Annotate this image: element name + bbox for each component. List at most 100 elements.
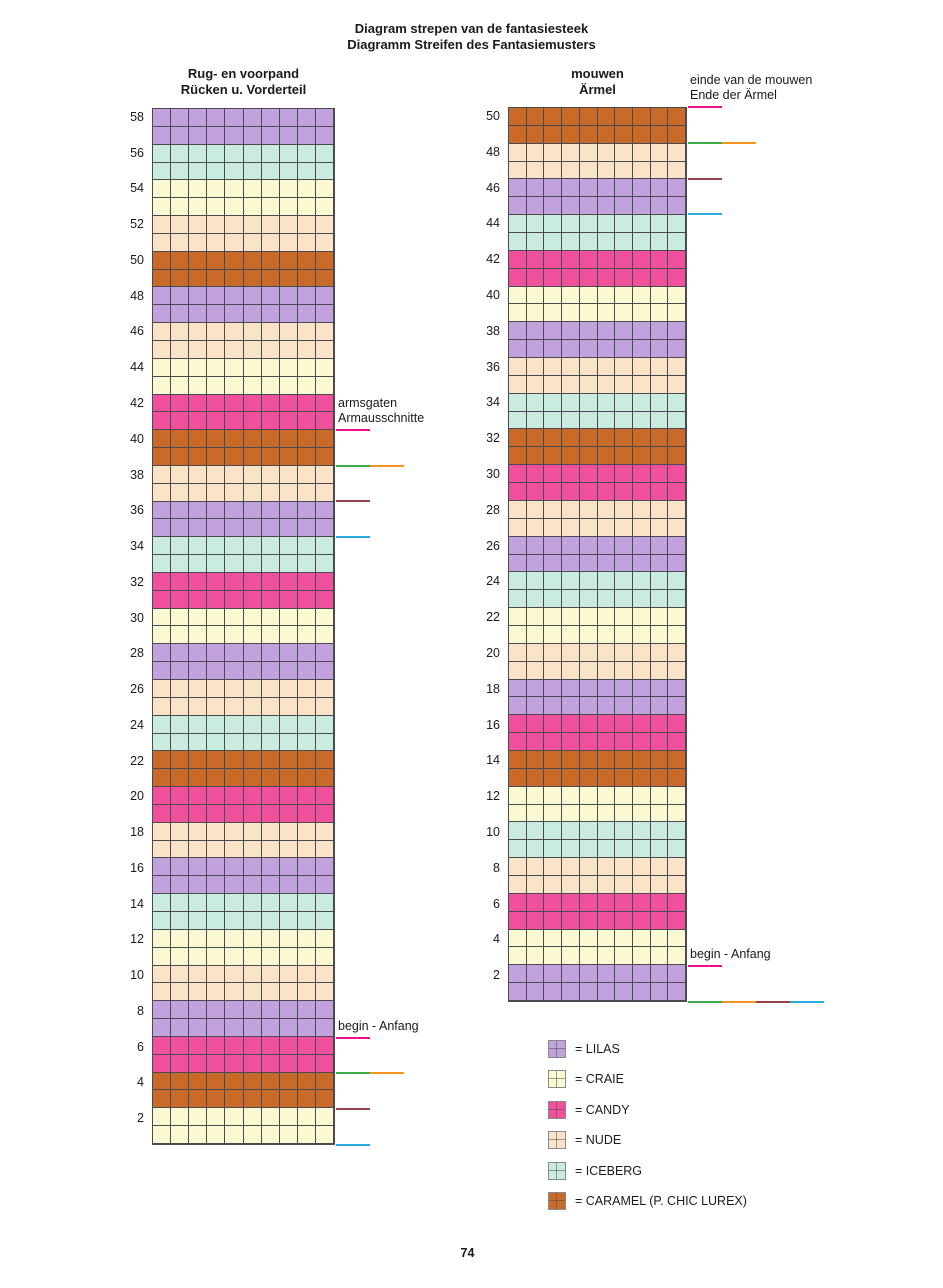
grid-cell: [153, 305, 172, 324]
grid-cell: [544, 572, 563, 591]
swatch-grid-line: [549, 1048, 565, 1049]
chart-header-sleeves: mouwen Ärmel: [448, 66, 748, 98]
grid-cell: [279, 626, 298, 645]
swatch-grid-line: [549, 1169, 565, 1171]
grid-cell: [171, 590, 190, 609]
grid-cell: [225, 680, 244, 698]
grid-cell: [615, 965, 633, 984]
grid-cell: [261, 769, 280, 788]
grid-cell: [225, 608, 244, 627]
grid-cell: [509, 572, 527, 591]
grid-cell: [315, 697, 334, 716]
grid-cell: [562, 590, 580, 609]
grid-cell: [207, 1108, 226, 1127]
grid-cell: [279, 911, 298, 930]
size-marker-maroon: [756, 1001, 790, 1003]
row-label-sleeves-16: 16: [486, 717, 500, 732]
grid-cell: [579, 518, 598, 537]
grid-cell: [615, 500, 633, 519]
grid-cell: [526, 340, 545, 359]
grid-cell: [153, 1072, 172, 1091]
grid-cell: [650, 590, 669, 609]
grid-cell: [243, 769, 262, 788]
grid-cell: [579, 893, 598, 912]
grid-cell: [279, 555, 298, 573]
grid-cell: [261, 929, 280, 948]
grid-cell: [225, 144, 244, 163]
grid-cell: [279, 787, 298, 805]
grid-cell: [315, 233, 334, 252]
grid-cell: [562, 358, 580, 376]
grid-cell: [153, 644, 172, 663]
grid-cell: [189, 680, 208, 698]
size-marker-blue: [688, 213, 722, 216]
grid-cell: [668, 411, 686, 430]
chart-header-line: Rücken u. Vorderteil: [180, 82, 307, 97]
row-label-back-front-22: 22: [130, 753, 144, 768]
grid-cell: [526, 179, 545, 198]
grid-cell: [153, 109, 172, 127]
size-marker-green: [336, 1072, 370, 1075]
grid-cell: [562, 268, 580, 287]
grid-cell: [632, 733, 651, 751]
chart-header-line: Rug- en voorpand: [187, 66, 300, 81]
grid-cell: [243, 572, 262, 591]
grid-cell: [279, 1126, 298, 1144]
grid-cell: [297, 822, 316, 841]
grid-cell: [225, 804, 244, 823]
grid-cell: [189, 376, 208, 395]
grid-cell: [189, 804, 208, 823]
grid-cell: [526, 304, 545, 323]
grid-cell: [153, 929, 172, 948]
row-label-sleeves-6: 6: [493, 896, 500, 911]
grid-cell: [597, 197, 616, 216]
grid-cell: [279, 965, 298, 984]
grid-cell: [597, 161, 616, 180]
size-marker-maroon: [336, 500, 370, 503]
grid-cell: [562, 233, 580, 251]
grid-cell: [189, 198, 208, 217]
grid-cell: [243, 430, 262, 449]
row-label-sleeves-38: 38: [486, 323, 500, 338]
grid-cell: [171, 1090, 190, 1109]
grid-cell: [509, 715, 527, 734]
grid-cell: [668, 375, 686, 394]
grid-cell: [597, 661, 616, 680]
grid-cell: [668, 143, 686, 162]
grid-cell: [279, 216, 298, 234]
row-label-back-front-16: 16: [130, 860, 144, 875]
grid-cell: [615, 983, 633, 1001]
grid-cell: [668, 840, 686, 859]
row-label-back-front-18: 18: [130, 825, 144, 840]
grid-cell: [562, 750, 580, 769]
grid-cell: [225, 465, 244, 484]
grid-cell: [189, 626, 208, 645]
grid-cell: [650, 179, 669, 198]
grid-cell: [315, 644, 334, 663]
grid-cell: [632, 822, 651, 841]
grid-cell: [297, 412, 316, 431]
grid-cell: [615, 125, 633, 144]
grid-cell: [615, 161, 633, 180]
grid-cell: [544, 465, 563, 484]
grid-cell: [261, 483, 280, 502]
grid-cell: [261, 947, 280, 966]
grid-cell: [171, 1036, 190, 1055]
grid-cell: [632, 483, 651, 501]
row-label-sleeves-4: 4: [493, 932, 500, 947]
grid-cell: [562, 447, 580, 466]
grid-cell: [597, 304, 616, 323]
grid-cell: [315, 144, 334, 163]
grid-cell: [315, 126, 334, 145]
grid-cell: [243, 1019, 262, 1037]
grid-cell: [315, 965, 334, 984]
grid-cell: [315, 305, 334, 324]
grid-cell: [279, 501, 298, 520]
grid-cell: [297, 715, 316, 734]
grid-cell: [279, 876, 298, 895]
grid-cell: [526, 661, 545, 680]
grid-cell: [279, 394, 298, 413]
grid-cell: [189, 305, 208, 324]
grid-cell: [526, 358, 545, 376]
grid-cell: [650, 697, 669, 716]
